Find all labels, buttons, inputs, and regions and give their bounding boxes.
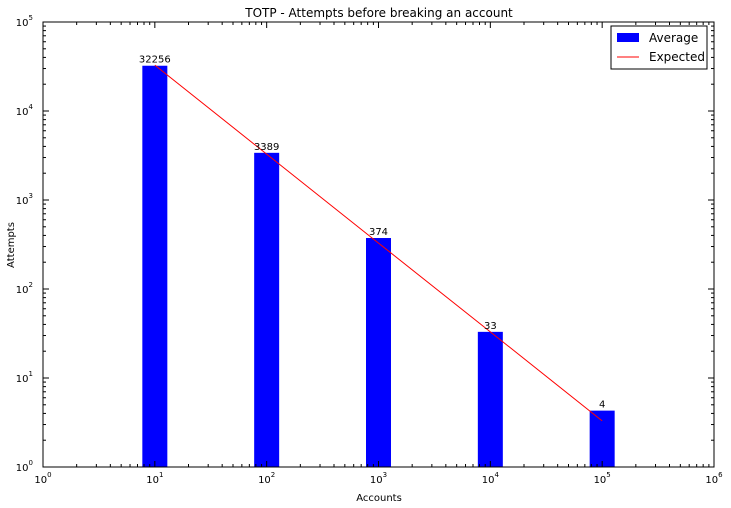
y-tick-exp-3: 3: [29, 192, 33, 200]
x-tick-base-0: 10: [34, 475, 47, 486]
x-tick-exp-4: 4: [494, 471, 499, 479]
x-axis-ticks: 100 101 102 103 104 105 106: [34, 22, 723, 486]
y-tick-exp-0: 0: [29, 459, 33, 467]
x-tick-exp-5: 5: [606, 471, 610, 479]
chart-title: TOTP - Attempts before breaking an accou…: [244, 6, 513, 20]
x-tick-base-2: 10: [258, 475, 271, 486]
x-axis-label: Accounts: [356, 493, 402, 504]
x-tick-exp-3: 3: [383, 471, 387, 479]
y-tick-label-3: 103: [16, 192, 33, 207]
y-tick-exp-4: 4: [29, 103, 34, 111]
x-tick-base-5: 10: [594, 475, 607, 486]
bar-4: [589, 410, 615, 467]
y-tick-base-1: 10: [16, 374, 29, 385]
data-label-2: 374: [369, 227, 388, 238]
x-tick-label-4: 104: [482, 471, 500, 486]
legend-swatch-average: [617, 33, 639, 42]
y-tick-base-0: 10: [16, 463, 29, 474]
legend-label-average: Average: [649, 31, 698, 45]
y-tick-label-1: 101: [16, 370, 33, 385]
x-tick-exp-6: 6: [718, 471, 723, 479]
data-label-1: 3389: [254, 142, 279, 153]
y-tick-exp-5: 5: [29, 14, 33, 22]
bar-0: [142, 65, 168, 467]
x-tick-label-3: 103: [370, 471, 387, 486]
y-tick-label-4: 104: [16, 103, 34, 118]
bar-3: [477, 331, 503, 467]
y-tick-base-4: 10: [16, 107, 29, 118]
bar-2: [366, 238, 391, 467]
x-tick-label-5: 105: [594, 471, 611, 486]
data-label-0: 32256: [139, 55, 171, 66]
expected-line: [154, 64, 603, 422]
y-tick-base-3: 10: [16, 196, 29, 207]
y-tick-exp-2: 2: [29, 281, 33, 289]
x-tick-exp-0: 0: [47, 471, 51, 479]
x-tick-base-3: 10: [370, 475, 383, 486]
data-label-4: 4: [599, 400, 605, 411]
x-tick-base-1: 10: [146, 475, 159, 486]
legend: Average Expected: [610, 25, 708, 70]
x-tick-label-2: 102: [258, 471, 275, 486]
y-tick-label-0: 100: [16, 459, 33, 474]
y-tick-exp-1: 1: [29, 370, 33, 378]
x-tick-base-4: 10: [482, 475, 495, 486]
legend-label-expected: Expected: [649, 50, 705, 64]
y-tick-label-5: 105: [16, 14, 33, 29]
x-tick-exp-1: 1: [159, 471, 163, 479]
y-tick-base-5: 10: [16, 18, 29, 29]
x-tick-label-6: 106: [705, 471, 723, 486]
x-tick-exp-2: 2: [271, 471, 275, 479]
y-tick-base-2: 10: [16, 285, 29, 296]
x-tick-label-0: 100: [34, 471, 51, 486]
bar-1: [254, 152, 280, 468]
x-tick-base-6: 10: [705, 475, 718, 486]
data-label-3: 33: [484, 321, 497, 332]
expected-line-group: [154, 64, 603, 422]
data-labels-group: 32256 3389 374 33 4: [139, 55, 605, 411]
y-tick-label-2: 102: [16, 281, 33, 296]
x-tick-label-1: 101: [146, 471, 163, 486]
y-axis-label: Attempts: [6, 222, 17, 268]
bars-group: [142, 65, 615, 468]
